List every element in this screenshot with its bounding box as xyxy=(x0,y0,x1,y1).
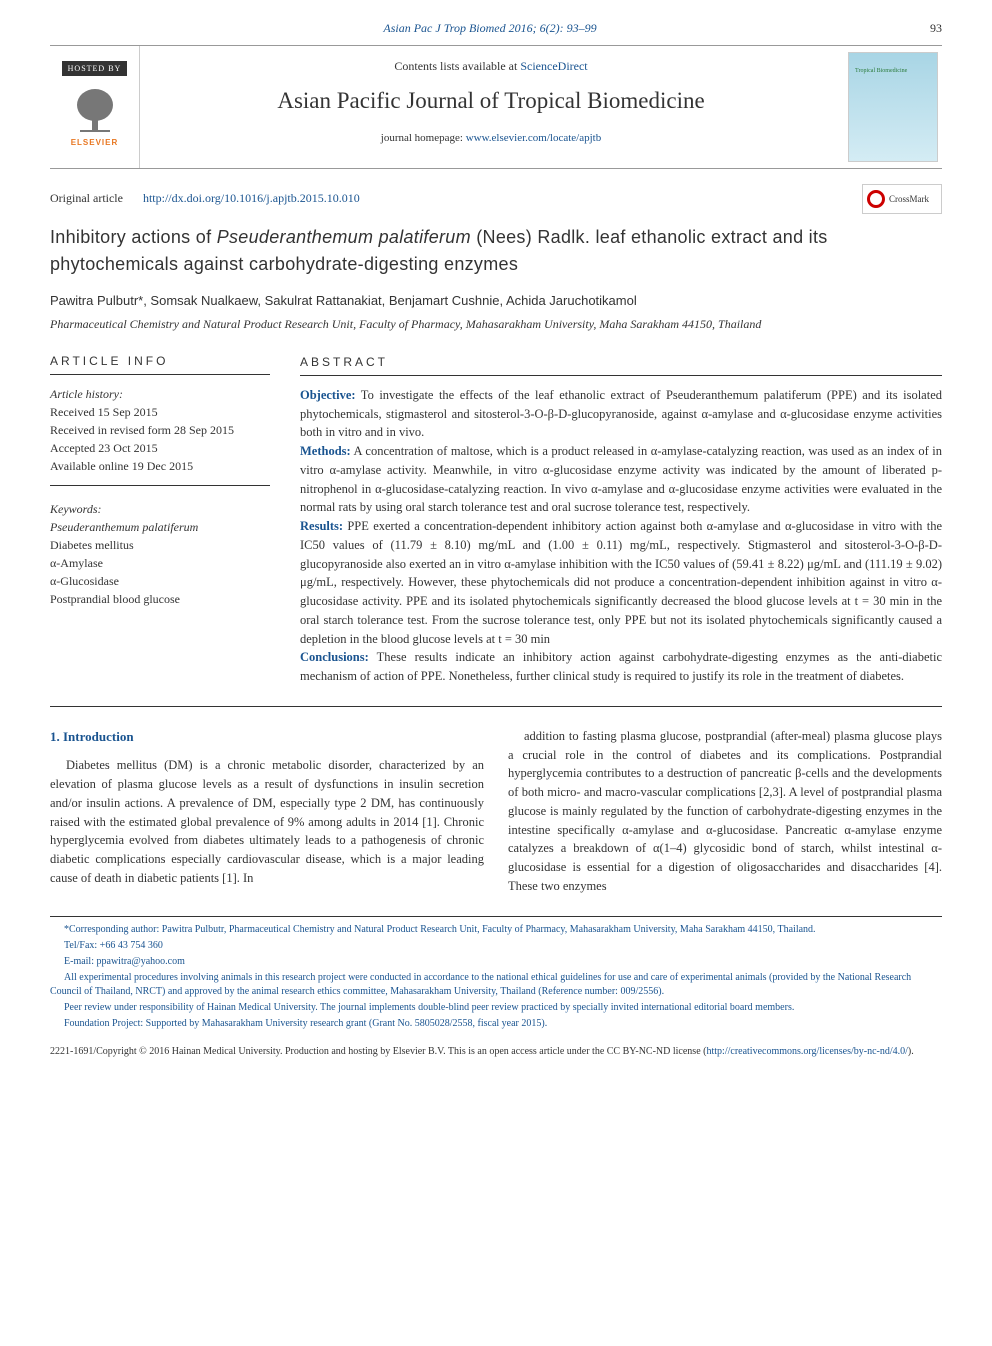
intro-heading: 1. Introduction xyxy=(50,727,484,747)
intro-para-1: Diabetes mellitus (DM) is a chronic meta… xyxy=(50,756,484,887)
keyword: Pseuderanthemum palatiferum xyxy=(50,520,198,534)
email-line: E-mail: ppawitra@yahoo.com xyxy=(50,955,942,969)
authors: Pawitra Pulbutr*, Somsak Nualkaew, Sakul… xyxy=(50,292,942,310)
elsevier-tree-icon xyxy=(70,87,120,137)
email-link[interactable]: ppawitra@yahoo.com xyxy=(97,956,185,967)
article-type: Original article xyxy=(50,190,123,207)
hosted-by-badge: HOSTED BY xyxy=(62,61,128,76)
body-text: 1. Introduction Diabetes mellitus (DM) i… xyxy=(50,727,942,896)
page-number: 93 xyxy=(930,20,942,37)
running-header: Asian Pac J Trop Biomed 2016; 6(2): 93–9… xyxy=(50,20,942,37)
article-title: Inhibitory actions of Pseuderanthemum pa… xyxy=(50,224,830,278)
tel-fax: Tel/Fax: +66 43 754 360 xyxy=(50,939,942,953)
homepage-link[interactable]: www.elsevier.com/locate/apjtb xyxy=(466,132,602,144)
keyword: α-Glucosidase xyxy=(50,572,270,590)
elsevier-logo: ELSEVIER xyxy=(65,82,125,152)
ethics-note: All experimental procedures involving an… xyxy=(50,971,942,999)
results-label: Results: xyxy=(300,519,343,533)
keyword: α-Amylase xyxy=(50,554,270,572)
article-info: ARTICLE INFO Article history: Received 1… xyxy=(50,353,270,686)
info-abstract-row: ARTICLE INFO Article history: Received 1… xyxy=(50,353,942,707)
crossmark-icon xyxy=(867,190,885,208)
article-info-heading: ARTICLE INFO xyxy=(50,353,270,375)
abstract-heading: ABSTRACT xyxy=(300,353,942,376)
objective-label: Objective: xyxy=(300,388,356,402)
journal-name: Asian Pacific Journal of Tropical Biomed… xyxy=(160,85,822,117)
journal-homepage: journal homepage: www.elsevier.com/locat… xyxy=(160,131,822,146)
crossmark-badge[interactable]: CrossMark xyxy=(862,184,942,214)
copyright: 2221-1691/Copyright © 2016 Hainan Medica… xyxy=(50,1045,942,1059)
citation: Asian Pac J Trop Biomed 2016; 6(2): 93–9… xyxy=(383,20,596,37)
column-left: 1. Introduction Diabetes mellitus (DM) i… xyxy=(50,727,484,896)
conclusions-label: Conclusions: xyxy=(300,650,369,664)
abstract: ABSTRACT Objective: To investigate the e… xyxy=(300,353,942,686)
abstract-body: Objective: To investigate the effects of… xyxy=(300,386,942,686)
corresponding-author: *Corresponding author: Pawitra Pulbutr, … xyxy=(50,923,942,937)
footnotes: *Corresponding author: Pawitra Pulbutr, … xyxy=(50,916,942,1031)
article-meta-row: Original article http://dx.doi.org/10.10… xyxy=(50,184,942,214)
contents-available: Contents lists available at ScienceDirec… xyxy=(160,58,822,75)
methods-label: Methods: xyxy=(300,444,351,458)
cover-thumb-container xyxy=(842,46,942,168)
column-right: addition to fasting plasma glucose, post… xyxy=(508,727,942,896)
elsevier-text: ELSEVIER xyxy=(71,137,119,148)
journal-banner: HOSTED BY ELSEVIER Contents lists availa… xyxy=(50,45,942,169)
affiliation: Pharmaceutical Chemistry and Natural Pro… xyxy=(50,316,942,333)
license-link[interactable]: http://creativecommons.org/licenses/by-n… xyxy=(706,1046,907,1057)
peer-review-note: Peer review under responsibility of Hain… xyxy=(50,1001,942,1015)
sciencedirect-link[interactable]: ScienceDirect xyxy=(520,59,587,73)
keyword: Diabetes mellitus xyxy=(50,536,270,554)
banner-center: Contents lists available at ScienceDirec… xyxy=(140,46,842,168)
publisher-block: HOSTED BY ELSEVIER xyxy=(50,46,140,168)
article-history: Article history: Received 15 Sep 2015 Re… xyxy=(50,385,270,486)
journal-cover-thumbnail xyxy=(848,52,938,162)
keyword: Postprandial blood glucose xyxy=(50,590,270,608)
doi-link[interactable]: http://dx.doi.org/10.1016/j.apjtb.2015.1… xyxy=(143,190,360,207)
keywords-block: Keywords: Pseuderanthemum palatiferum Di… xyxy=(50,500,270,618)
intro-para-2: addition to fasting plasma glucose, post… xyxy=(508,727,942,896)
foundation-note: Foundation Project: Supported by Mahasar… xyxy=(50,1017,942,1031)
